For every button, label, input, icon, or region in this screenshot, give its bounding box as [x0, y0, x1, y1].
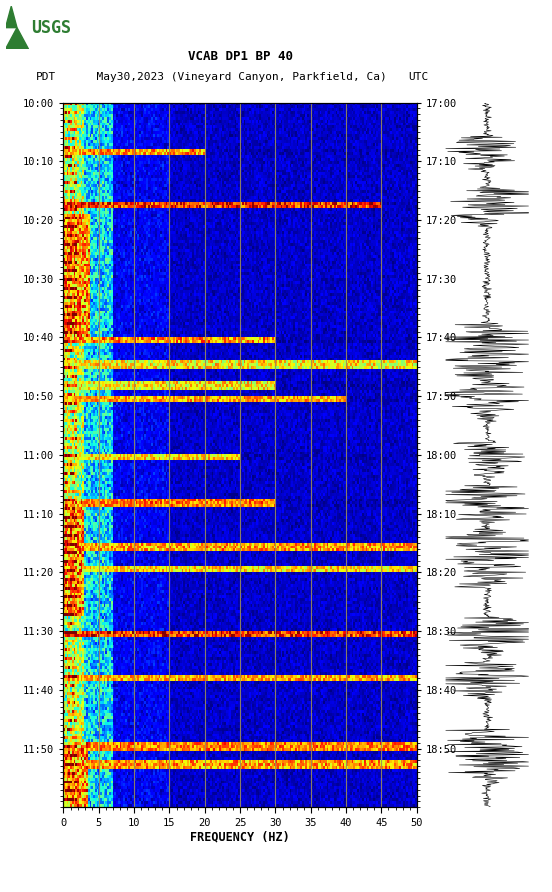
- Polygon shape: [6, 6, 17, 28]
- Text: UTC: UTC: [408, 72, 429, 82]
- Text: May30,2023 (Vineyard Canyon, Parkfield, Ca): May30,2023 (Vineyard Canyon, Parkfield, …: [83, 72, 386, 82]
- X-axis label: FREQUENCY (HZ): FREQUENCY (HZ): [190, 830, 290, 844]
- Text: VCAB DP1 BP 40: VCAB DP1 BP 40: [188, 50, 293, 63]
- Polygon shape: [6, 28, 29, 49]
- Text: USGS: USGS: [31, 19, 71, 37]
- Text: PDT: PDT: [36, 72, 56, 82]
